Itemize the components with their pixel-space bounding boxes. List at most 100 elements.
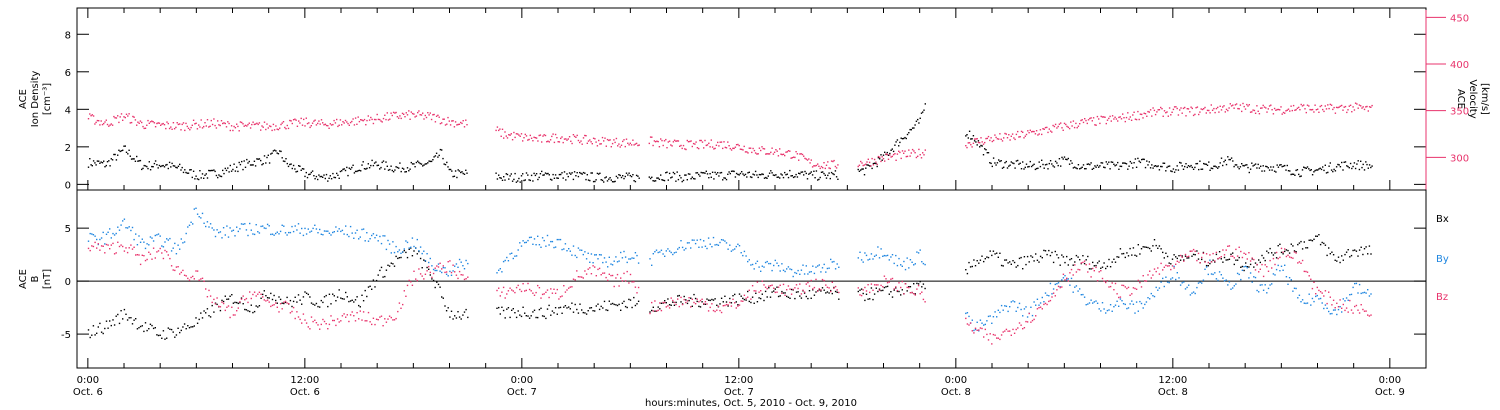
bx-point bbox=[460, 318, 462, 320]
by-point bbox=[527, 239, 529, 242]
by-point bbox=[1274, 274, 1276, 276]
bz-point bbox=[572, 278, 575, 280]
density-point bbox=[1095, 166, 1097, 168]
bz-point bbox=[419, 273, 422, 275]
bz-point bbox=[1220, 256, 1222, 258]
velocity-point bbox=[568, 136, 571, 138]
by-point bbox=[1072, 291, 1074, 293]
density-point bbox=[332, 172, 334, 175]
density-point bbox=[1028, 165, 1030, 168]
bz-point bbox=[886, 282, 889, 284]
by-point bbox=[283, 225, 285, 227]
by-point bbox=[253, 233, 256, 236]
by-point bbox=[1352, 286, 1354, 289]
bx-point bbox=[123, 308, 126, 311]
bx-point bbox=[1230, 253, 1232, 255]
by-point bbox=[769, 262, 772, 265]
density-point bbox=[1039, 165, 1042, 168]
bx-point bbox=[245, 309, 248, 311]
by-point bbox=[808, 271, 811, 273]
density-point bbox=[562, 177, 564, 179]
density-point bbox=[708, 177, 710, 179]
bz-point bbox=[1012, 328, 1014, 331]
by-point bbox=[1191, 292, 1193, 294]
density-point bbox=[727, 173, 729, 175]
density-point bbox=[1166, 166, 1168, 169]
by-point bbox=[353, 237, 355, 239]
velocity-point bbox=[1220, 109, 1223, 111]
bz-point bbox=[135, 254, 137, 256]
bx-point bbox=[302, 296, 305, 298]
velocity-point bbox=[461, 122, 463, 125]
velocity-point bbox=[1218, 111, 1220, 113]
density-point bbox=[1004, 162, 1006, 164]
velocity-point bbox=[786, 151, 788, 153]
velocity-point bbox=[372, 122, 375, 125]
by-point bbox=[686, 242, 689, 244]
velocity-point bbox=[208, 126, 210, 128]
density-point bbox=[1077, 164, 1080, 166]
velocity-point bbox=[1079, 123, 1081, 125]
by-point bbox=[403, 248, 405, 250]
density-point bbox=[358, 169, 361, 172]
by-point bbox=[201, 212, 204, 215]
by-point bbox=[618, 260, 620, 262]
bz-point bbox=[618, 285, 620, 287]
velocity-point bbox=[1186, 108, 1188, 110]
bz-point bbox=[122, 245, 124, 248]
bx-point bbox=[987, 256, 990, 259]
bz-point bbox=[883, 275, 886, 277]
bx-point bbox=[349, 300, 352, 302]
bx-point bbox=[1323, 242, 1325, 245]
by-point bbox=[112, 232, 114, 235]
by-point bbox=[122, 220, 124, 222]
by-point bbox=[312, 227, 314, 230]
density-point bbox=[127, 153, 129, 155]
by-point bbox=[1175, 278, 1177, 281]
velocity-point bbox=[1190, 106, 1192, 108]
density-point bbox=[217, 176, 219, 179]
velocity-point bbox=[965, 145, 967, 147]
by-point bbox=[1119, 298, 1122, 300]
bz-point bbox=[139, 263, 142, 266]
bz-point bbox=[253, 291, 256, 293]
bx-point bbox=[1105, 267, 1107, 270]
bx-point bbox=[183, 323, 186, 325]
density-point bbox=[908, 132, 910, 134]
density-point bbox=[1146, 160, 1148, 162]
bz-point bbox=[411, 284, 414, 286]
bz-point bbox=[997, 337, 999, 339]
velocity-point bbox=[1063, 122, 1066, 125]
density-point bbox=[657, 177, 659, 179]
velocity-point bbox=[432, 114, 434, 116]
density-point bbox=[352, 164, 354, 166]
bx-point bbox=[1132, 247, 1135, 249]
velocity-point bbox=[530, 137, 533, 139]
bx-point bbox=[291, 305, 293, 308]
bz-point bbox=[206, 296, 209, 298]
bz-point bbox=[551, 292, 554, 294]
by-point bbox=[232, 229, 235, 231]
by-point bbox=[613, 260, 615, 262]
velocity-point bbox=[190, 126, 192, 129]
by-point bbox=[1210, 273, 1213, 275]
by-point bbox=[1066, 279, 1068, 281]
bx-point bbox=[94, 334, 96, 336]
density-point bbox=[1003, 166, 1005, 168]
density-point bbox=[1205, 163, 1207, 165]
by-point bbox=[1074, 286, 1076, 288]
density-point bbox=[336, 172, 338, 175]
by-point bbox=[1184, 288, 1187, 290]
velocity-point bbox=[1189, 111, 1191, 113]
by-point bbox=[610, 263, 612, 265]
by-point bbox=[1267, 287, 1270, 290]
bz-point bbox=[817, 290, 819, 292]
bx-point bbox=[1315, 235, 1317, 237]
density-point bbox=[914, 124, 916, 126]
density-point bbox=[1027, 166, 1029, 168]
bz-point bbox=[496, 289, 498, 292]
bz-point bbox=[437, 266, 440, 268]
bx-point bbox=[1201, 258, 1203, 261]
by-point bbox=[1061, 279, 1063, 281]
velocity-point bbox=[695, 141, 697, 143]
